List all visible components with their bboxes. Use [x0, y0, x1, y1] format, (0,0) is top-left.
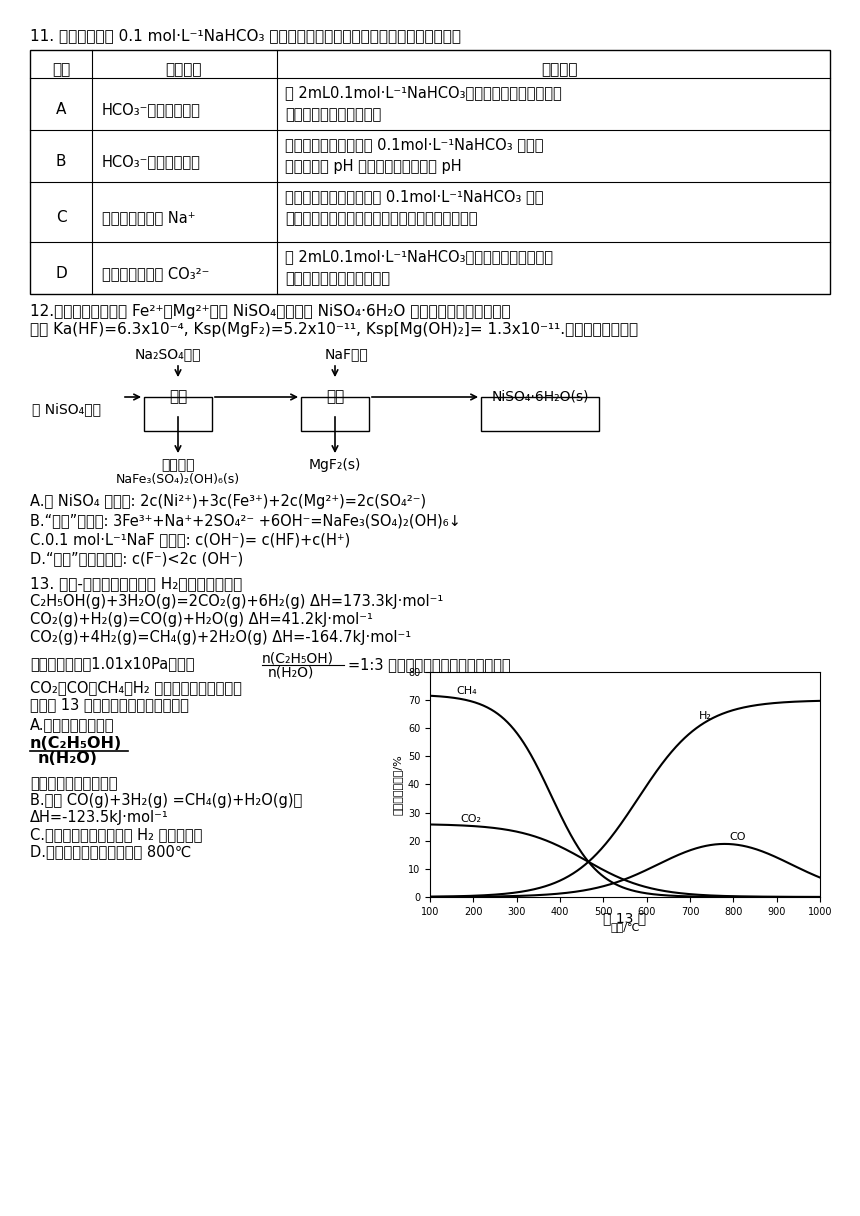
Text: 题 13 图: 题 13 图: [604, 911, 647, 925]
Text: 用干燥洁净玻璃棒蒈取 0.1mol·L⁻¹NaHCO₃ 溶液，
点在干燥的 pH 试纸上，测出溶液的 pH: 用干燥洁净玻璃棒蒈取 0.1mol·L⁻¹NaHCO₃ 溶液， 点在干燥的 pH…: [285, 137, 544, 174]
Bar: [301, 396, 369, 430]
Text: 沉铁: 沉铁: [169, 389, 187, 405]
Bar: [481, 396, 599, 430]
Text: n(H₂O): n(H₂O): [268, 665, 315, 679]
Text: 可提高乙醇平衡转化率: 可提高乙醇平衡转化率: [30, 776, 118, 790]
Text: 溶液中是否存在 Na⁺: 溶液中是否存在 Na⁺: [102, 210, 195, 225]
Text: 选项: 选项: [52, 62, 71, 78]
Text: Na₂SO₄溶液: Na₂SO₄溶液: [135, 347, 201, 361]
Text: C.研发高效嫆化剂可提高 H₂ 的平衡产率: C.研发高效嫆化剂可提高 H₂ 的平衡产率: [30, 827, 202, 841]
Text: D: D: [55, 266, 67, 281]
Text: 12.室温下，用含少量 Fe²⁺、Mg²⁺的粗 NiSO₄溶液制备 NiSO₄·6H₂O 晶体的流程如下图所示。: 12.室温下，用含少量 Fe²⁺、Mg²⁺的粗 NiSO₄溶液制备 NiSO₄·…: [30, 304, 511, 319]
Text: C: C: [56, 210, 66, 225]
Text: HCO₃⁻是否发生电离: HCO₃⁻是否发生电离: [102, 102, 201, 118]
Text: 沉镁: 沉镁: [326, 389, 344, 405]
Text: =1:3 时，若仅考虑上述反应，平衡时: =1:3 时，若仅考虑上述反应，平衡时: [348, 657, 511, 672]
Text: H₂: H₂: [698, 711, 711, 721]
Text: B.反应 CO(g)+3H₂(g) =CH₄(g)+H₂O(g)的: B.反应 CO(g)+3H₂(g) =CH₄(g)+H₂O(g)的: [30, 793, 302, 807]
Text: 化如题 13 图所示。下列说法正确的是: 化如题 13 图所示。下列说法正确的是: [30, 697, 189, 713]
Text: CO: CO: [729, 832, 746, 841]
Text: ΔH=-123.5kJ·mol⁻¹: ΔH=-123.5kJ·mol⁻¹: [30, 810, 169, 824]
Y-axis label: 物质的体积分数/%: 物质的体积分数/%: [392, 754, 402, 815]
Bar: [30, 50, 830, 294]
Text: 13. 乙醇-水嫆化重整可获得 H₂。其主要反应为: 13. 乙醇-水嫆化重整可获得 H₂。其主要反应为: [30, 576, 243, 591]
Text: 探究目的: 探究目的: [166, 62, 202, 78]
Text: CH₄: CH₄: [456, 686, 476, 696]
Text: 11. 室温下，探究 0.1 mol·L⁻¹NaHCO₃ 溶液的性质。下列实验方案能达到探究目的的是: 11. 室温下，探究 0.1 mol·L⁻¹NaHCO₃ 溶液的性质。下列实验方…: [30, 28, 461, 43]
Text: 在密闭容器中，1.01x10Pa、起始: 在密闭容器中，1.01x10Pa、起始: [30, 655, 194, 671]
Text: CO₂: CO₂: [460, 814, 482, 823]
Text: C₂H₅OH(g)+3H₂O(g)=2CO₂(g)+6H₂(g) ΔH=173.3kJ·mol⁻¹: C₂H₅OH(g)+3H₂O(g)=2CO₂(g)+6H₂(g) ΔH=173.…: [30, 593, 443, 609]
Text: D.“沉镁”后的滤液中: c(F⁻)<2c (OH⁻): D.“沉镁”后的滤液中: c(F⁻)<2c (OH⁻): [30, 551, 243, 565]
Text: 黄钓铁社: 黄钓铁社: [162, 458, 194, 472]
Text: CO₂(g)+H₂(g)=CO(g)+H₂O(g) ΔH=41.2kJ·mol⁻¹: CO₂(g)+H₂(g)=CO(g)+H₂O(g) ΔH=41.2kJ·mol⁻…: [30, 612, 373, 627]
Bar: [144, 396, 212, 430]
Text: n(C₂H₅OH): n(C₂H₅OH): [262, 652, 334, 666]
Text: 向 2mL0.1mol·L⁻¹NaHCO₃溶液中滴入几滴澄清石
灰水，观察溶液是否变浑浓: 向 2mL0.1mol·L⁻¹NaHCO₃溶液中滴入几滴澄清石 灰水，观察溶液是…: [285, 249, 553, 286]
Text: A: A: [56, 102, 66, 118]
Text: 取一支洁净的铂丝，蒈取 0.1mol·L⁻¹NaHCO₃ 溶液
后在煮气灯上灰烧，透过蓝色魈玻璃观察火焰颜色: 取一支洁净的铂丝，蒈取 0.1mol·L⁻¹NaHCO₃ 溶液 后在煮气灯上灰烧…: [285, 188, 544, 226]
Text: n(H₂O): n(H₂O): [38, 751, 98, 766]
Text: NaF溶液: NaF溶液: [325, 347, 369, 361]
Text: D.控制反应的最佳温度约为 800℃: D.控制反应的最佳温度约为 800℃: [30, 844, 191, 858]
Text: 已知 Ka(HF)=6.3x10⁻⁴, Ksp(MgF₂)=5.2x10⁻¹¹, Ksp[Mg(OH)₂]= 1.3x10⁻¹¹.下列说法正确的是: 已知 Ka(HF)=6.3x10⁻⁴, Ksp(MgF₂)=5.2x10⁻¹¹,…: [30, 322, 638, 337]
Text: 向 2mL0.1mol·L⁻¹NaHCO₃溶液中加入一小块锃，观
察溶液中是否有气泡产生: 向 2mL0.1mol·L⁻¹NaHCO₃溶液中加入一小块锃，观 察溶液中是否有…: [285, 85, 562, 122]
Text: MgF₂(s): MgF₂(s): [309, 458, 361, 472]
Text: A.一定温度下，增大: A.一定温度下，增大: [30, 717, 114, 732]
Text: C.0.1 mol·L⁻¹NaF 溶液中: c(OH⁻)= c(HF)+c(H⁺): C.0.1 mol·L⁻¹NaF 溶液中: c(OH⁻)= c(HF)+c(H⁺…: [30, 533, 350, 547]
Text: NiSO₄·6H₂O(s): NiSO₄·6H₂O(s): [491, 390, 589, 404]
Text: n(C₂H₅OH): n(C₂H₅OH): [30, 736, 122, 751]
Text: CO₂、CO、CH₄、H₂ 的体积分数随温度的变: CO₂、CO、CH₄、H₂ 的体积分数随温度的变: [30, 680, 242, 696]
Text: CO₂(g)+4H₂(g)=CH₄(g)+2H₂O(g) ΔH=-164.7kJ·mol⁻¹: CO₂(g)+4H₂(g)=CH₄(g)+2H₂O(g) ΔH=-164.7kJ…: [30, 630, 411, 644]
Text: 粗 NiSO₄溶液: 粗 NiSO₄溶液: [32, 402, 101, 416]
Text: 实验方案: 实验方案: [542, 62, 578, 78]
Text: NaFe₃(SO₄)₂(OH)₆(s): NaFe₃(SO₄)₂(OH)₆(s): [116, 473, 240, 486]
X-axis label: 温度/℃: 温度/℃: [611, 922, 640, 933]
Text: HCO₃⁻是否发生水解: HCO₃⁻是否发生水解: [102, 154, 201, 169]
Text: A.粗 NiSO₄ 溶液中: 2c(Ni²⁺)+3c(Fe³⁺)+2c(Mg²⁺)=2c(SO₄²⁻): A.粗 NiSO₄ 溶液中: 2c(Ni²⁺)+3c(Fe³⁺)+2c(Mg²⁺…: [30, 494, 426, 510]
Text: B.“沉铁”反应为: 3Fe³⁺+Na⁺+2SO₄²⁻ +6OH⁻=NaFe₃(SO₄)₂(OH)₆↓: B.“沉铁”反应为: 3Fe³⁺+Na⁺+2SO₄²⁻ +6OH⁻=NaFe₃(…: [30, 513, 461, 528]
Text: 溶液中是否存在 CO₃²⁻: 溶液中是否存在 CO₃²⁻: [102, 266, 209, 281]
Text: B: B: [56, 154, 66, 169]
